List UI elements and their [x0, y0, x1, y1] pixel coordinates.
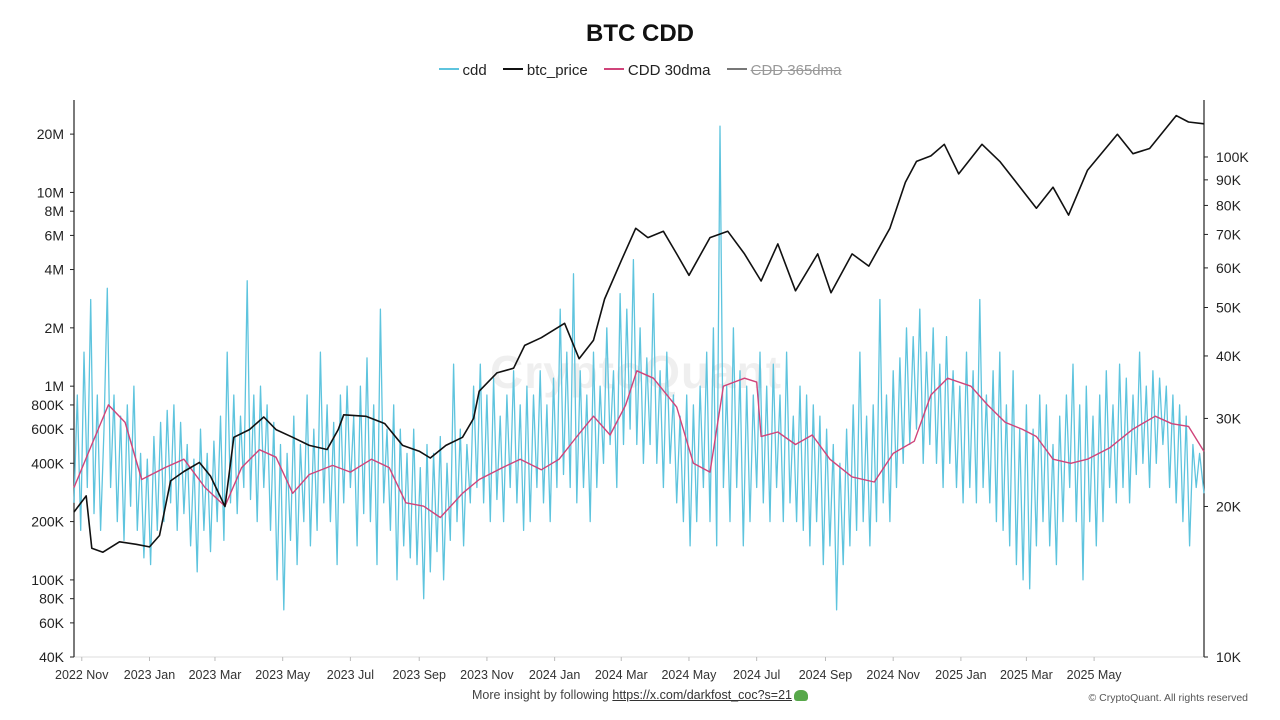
x-tick-label: 2023 Nov [460, 668, 514, 682]
left-tick-label: 6M [45, 227, 64, 243]
legend-label-cdd: cdd [462, 62, 487, 79]
series-line-cdd [73, 125, 1205, 611]
x-tick-label: 2024 Nov [866, 668, 920, 682]
left-tick-label: 60K [39, 615, 65, 631]
x-tick-label: 2025 Jan [935, 668, 986, 682]
left-tick-label: 100K [31, 572, 64, 588]
footer-link[interactable]: https://x.com/darkfost_coc?s=21 [612, 688, 792, 702]
legend-item-cdd-30dma[interactable]: CDD 30dma [603, 62, 711, 79]
series-layer [73, 114, 1205, 611]
legend: cdd btc_price CDD 30dma CDD 365dma [0, 62, 1280, 79]
right-tick-label: 50K [1216, 299, 1242, 315]
right-tick-label: 100K [1216, 149, 1249, 165]
x-tick-label: 2024 May [661, 668, 717, 682]
left-tick-label: 40K [39, 649, 65, 665]
legend-item-btc-price[interactable]: btc_price [502, 62, 588, 79]
legend-label-cdd-30dma: CDD 30dma [627, 62, 711, 79]
footer: More insight by following https://x.com/… [0, 688, 1280, 702]
legend-item-cdd-365dma[interactable]: CDD 365dma [726, 62, 842, 79]
x-tick-label: 2024 Jan [529, 668, 580, 682]
chart-title: BTC CDD [586, 20, 694, 47]
left-tick-label: 4M [45, 262, 64, 278]
x-tick-label: 2022 Nov [55, 668, 109, 682]
left-tick-label: 800K [31, 397, 64, 413]
x-tick-label: 2023 Jan [124, 668, 175, 682]
x-tick-label: 2025 Mar [1000, 668, 1053, 682]
frog-icon [793, 690, 808, 702]
right-tick-label: 60K [1216, 260, 1242, 276]
legend-label-btc-price: btc_price [526, 62, 588, 79]
x-tick-label: 2024 Sep [799, 668, 853, 682]
legend-label-cdd-365dma: CDD 365dma [750, 62, 842, 79]
left-tick-label: 400K [31, 455, 64, 471]
footer-text: More insight by following [472, 688, 609, 702]
legend-item-cdd[interactable]: cdd [438, 62, 487, 79]
left-tick-label: 600K [31, 421, 64, 437]
right-tick-label: 20K [1216, 498, 1242, 514]
legend-swatch-cdd-365dma [726, 68, 747, 71]
left-tick-label: 10M [37, 184, 64, 200]
x-tick-label: 2023 Sep [392, 668, 446, 682]
right-tick-label: 90K [1216, 172, 1242, 188]
copyright: © CryptoQuant. All rights reserved [1088, 692, 1248, 704]
left-tick-label: 2M [45, 320, 64, 336]
right-axis: 10K 20K 30K 40K 50K 60K 70K 80K 90K 100K [1203, 100, 1249, 665]
legend-swatch-cdd [438, 68, 459, 71]
right-tick-label: 70K [1216, 226, 1242, 242]
left-axis: 40K 60K 80K 100K 200K 400K 600K 800K 1M 2M 4M 6M 8M 1… [31, 100, 75, 665]
right-tick-label: 30K [1216, 410, 1242, 426]
x-axis: 2022 Nov 2023 Jan 2023 Mar 2023 May 2023 Jul… [55, 656, 1204, 682]
right-tick-label: 10K [1216, 649, 1242, 665]
x-tick-label: 2023 May [255, 668, 311, 682]
left-tick-label: 200K [31, 514, 64, 530]
left-tick-label: 80K [39, 591, 65, 607]
series-line-btc-price [73, 114, 1205, 553]
x-tick-label: 2024 Mar [595, 668, 648, 682]
x-tick-label: 2025 May [1067, 668, 1123, 682]
x-tick-label: 2023 Jul [327, 668, 374, 682]
left-tick-label: 1M [45, 378, 64, 394]
right-tick-label: 80K [1216, 197, 1242, 213]
legend-swatch-cdd-30dma [603, 68, 624, 71]
legend-swatch-btc-price [502, 68, 523, 71]
left-tick-label: 8M [45, 203, 64, 219]
series-line-cdd-30dma [73, 370, 1205, 519]
x-tick-label: 2024 Jul [733, 668, 780, 682]
x-tick-label: 2023 Mar [189, 668, 242, 682]
left-tick-label: 20M [37, 126, 64, 142]
right-tick-label: 40K [1216, 348, 1242, 364]
